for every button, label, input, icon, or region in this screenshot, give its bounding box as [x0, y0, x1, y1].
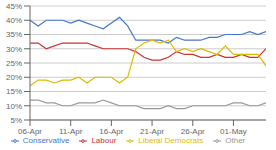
svg-text:5%: 5% — [10, 116, 22, 125]
svg-text:26-Apr: 26-Apr — [181, 127, 205, 136]
svg-text:10%: 10% — [6, 102, 22, 111]
svg-text:25%: 25% — [6, 59, 22, 68]
svg-text:20%: 20% — [6, 73, 22, 82]
svg-text:11-Apr: 11-Apr — [59, 127, 83, 136]
svg-text:30%: 30% — [6, 45, 22, 54]
html-text:Labour: Labour — [91, 136, 117, 145]
html-text:Liberal Democrats: Liberal Democrats — [138, 136, 204, 145]
svg-text:40%: 40% — [6, 16, 22, 25]
svg-text:45%: 45% — [6, 2, 22, 11]
html-text:Conservative: Conservative — [22, 136, 70, 145]
svg-text:06-Apr: 06-Apr — [18, 127, 42, 136]
svg-text:01-May: 01-May — [220, 127, 247, 136]
svg-text:15%: 15% — [6, 87, 22, 96]
svg-text:21-Apr: 21-Apr — [140, 127, 164, 136]
html-text:Other: Other — [225, 136, 246, 145]
svg-text:35%: 35% — [6, 30, 22, 39]
svg-text:16-Apr: 16-Apr — [99, 127, 123, 136]
